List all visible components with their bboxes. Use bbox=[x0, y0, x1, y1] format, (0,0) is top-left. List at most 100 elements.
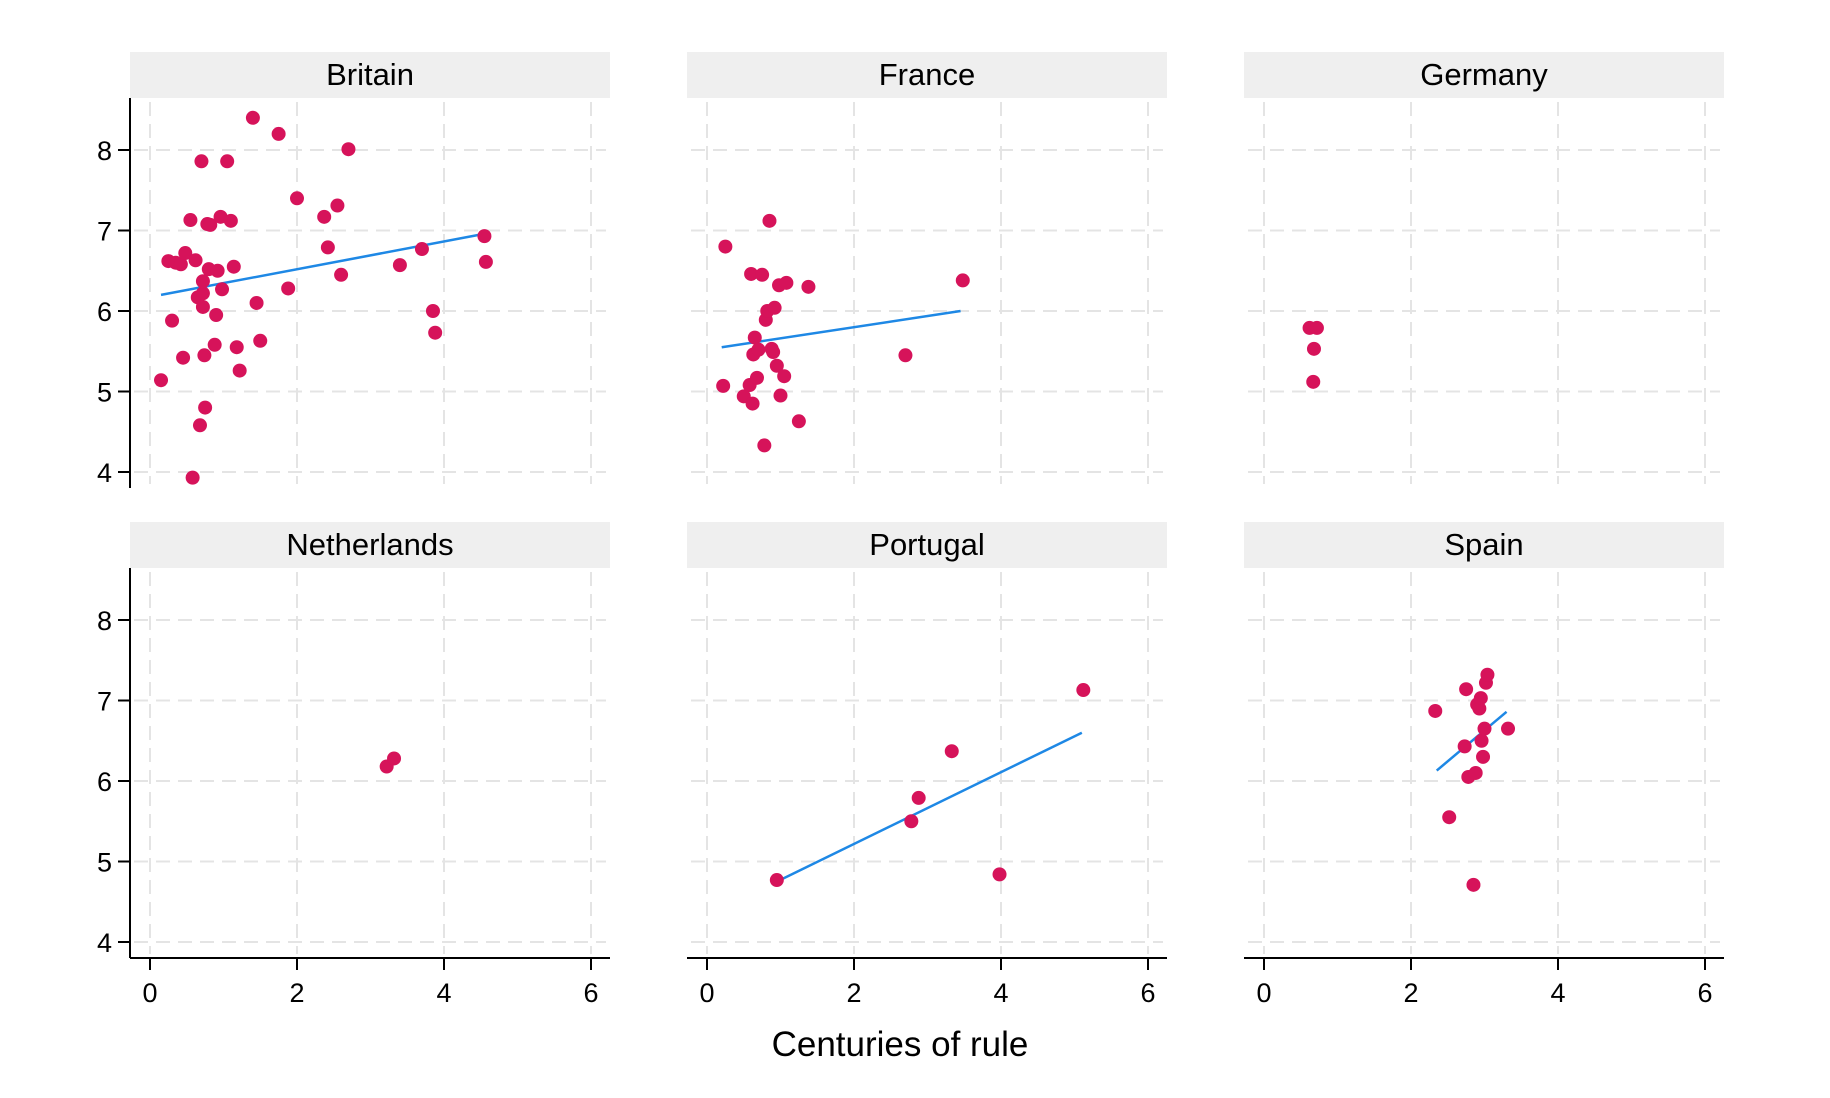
data-point bbox=[1466, 877, 1481, 892]
facet-strip-label: Netherlands bbox=[286, 527, 453, 562]
fit-line bbox=[160, 233, 481, 297]
y-tick-label: 7 bbox=[97, 687, 112, 717]
data-point bbox=[281, 281, 296, 296]
data-point bbox=[955, 273, 970, 288]
fit-line bbox=[1435, 710, 1508, 772]
data-point bbox=[747, 330, 762, 345]
data-point bbox=[1501, 721, 1516, 736]
y-tick-label: 8 bbox=[97, 606, 112, 636]
data-point bbox=[777, 369, 792, 384]
y-tick-label: 5 bbox=[97, 378, 112, 408]
data-point bbox=[745, 396, 760, 411]
x-tick-label: 0 bbox=[1256, 978, 1271, 1008]
data-point bbox=[249, 295, 264, 310]
facet-strip-label: France bbox=[879, 57, 975, 92]
data-point bbox=[183, 213, 198, 228]
data-point bbox=[801, 279, 816, 294]
data-point bbox=[791, 414, 806, 429]
data-point bbox=[245, 110, 260, 125]
y-tick-label: 5 bbox=[97, 848, 112, 878]
data-point bbox=[1473, 691, 1488, 706]
data-point bbox=[271, 126, 286, 141]
data-point bbox=[229, 340, 244, 355]
data-point bbox=[992, 867, 1007, 882]
data-point bbox=[757, 438, 772, 453]
facet-panel-france: France bbox=[687, 52, 1167, 484]
data-point bbox=[290, 191, 304, 206]
facet-strip-label: Germany bbox=[1420, 57, 1548, 92]
data-point bbox=[198, 400, 213, 415]
x-tick-label: 2 bbox=[289, 978, 304, 1008]
x-tick-label: 4 bbox=[1550, 978, 1565, 1008]
data-point bbox=[1457, 739, 1472, 754]
x-tick-label: 0 bbox=[699, 978, 714, 1008]
facet-strip bbox=[130, 522, 610, 568]
data-point bbox=[194, 154, 209, 169]
data-point bbox=[767, 300, 782, 315]
data-point bbox=[428, 325, 443, 340]
data-point bbox=[755, 267, 770, 282]
x-tick-label: 0 bbox=[142, 978, 157, 1008]
data-point bbox=[1472, 701, 1487, 716]
data-point bbox=[1306, 374, 1321, 389]
data-point bbox=[209, 308, 224, 323]
y-tick-label: 8 bbox=[97, 136, 112, 166]
data-point bbox=[904, 814, 919, 829]
data-point bbox=[944, 744, 959, 759]
data-point bbox=[253, 333, 268, 348]
data-point bbox=[1442, 810, 1457, 825]
data-point bbox=[1468, 765, 1483, 780]
data-point bbox=[1428, 703, 1443, 718]
facet-strip bbox=[1244, 52, 1724, 98]
facet-strip bbox=[130, 52, 610, 98]
data-point bbox=[330, 198, 345, 213]
x-tick-label: 4 bbox=[436, 978, 451, 1008]
x-tick-label: 2 bbox=[1403, 978, 1418, 1008]
data-point bbox=[165, 313, 180, 328]
facet-strip bbox=[687, 522, 1167, 568]
x-tick-label: 6 bbox=[1697, 978, 1712, 1008]
data-point bbox=[744, 266, 759, 281]
data-point bbox=[197, 348, 212, 363]
data-point bbox=[414, 242, 429, 257]
data-point bbox=[223, 213, 238, 228]
data-point bbox=[779, 275, 794, 290]
facet-panel-germany: Germany bbox=[1244, 52, 1724, 484]
facet-strip-label: Portugal bbox=[869, 527, 984, 562]
fit-line bbox=[776, 731, 1083, 883]
data-point bbox=[392, 258, 407, 273]
data-point bbox=[178, 246, 193, 261]
data-point bbox=[718, 239, 733, 254]
data-point bbox=[478, 254, 493, 269]
data-point bbox=[207, 337, 222, 352]
data-point bbox=[215, 282, 230, 297]
x-axis-title: Centuries of rule bbox=[772, 1025, 1029, 1064]
y-tick-label: 4 bbox=[97, 928, 112, 958]
y-tick-label: 6 bbox=[97, 767, 112, 797]
data-point bbox=[317, 209, 332, 224]
data-point bbox=[320, 240, 335, 255]
data-point bbox=[769, 358, 784, 373]
data-point bbox=[716, 378, 731, 393]
data-point bbox=[1309, 320, 1324, 335]
facet-strip bbox=[687, 52, 1167, 98]
y-tick-label: 6 bbox=[97, 297, 112, 327]
data-point bbox=[766, 345, 781, 360]
facet-panel-portugal: Portugal 0 2 4 6 bbox=[687, 522, 1167, 1008]
x-tick-label: 6 bbox=[583, 978, 598, 1008]
data-point bbox=[210, 263, 225, 278]
data-point bbox=[334, 267, 349, 282]
data-point bbox=[762, 213, 777, 228]
data-point bbox=[341, 142, 356, 157]
data-point bbox=[203, 217, 218, 232]
data-point bbox=[154, 373, 169, 388]
data-point bbox=[185, 470, 200, 485]
data-point bbox=[749, 370, 764, 385]
data-point bbox=[769, 873, 784, 888]
data-point bbox=[195, 274, 210, 289]
data-point bbox=[1474, 733, 1489, 748]
data-point bbox=[195, 286, 210, 301]
data-point bbox=[226, 259, 241, 274]
data-point bbox=[232, 363, 247, 378]
